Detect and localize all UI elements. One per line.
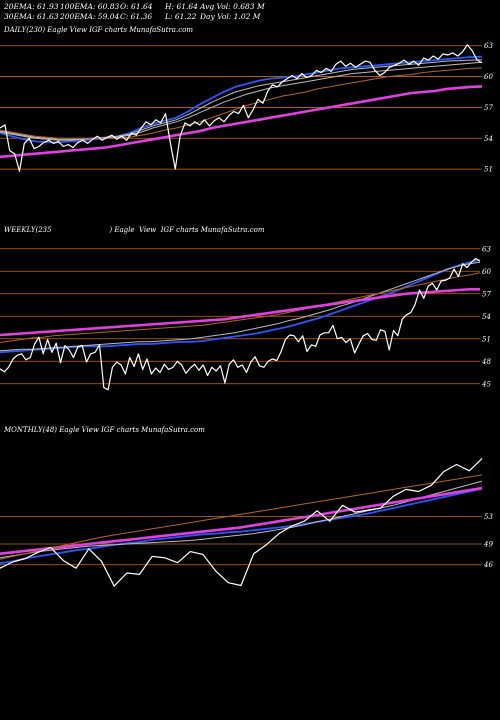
ema-line-gray [0, 480, 483, 559]
ema-line-gray [0, 261, 481, 352]
y-tick-label: 54 [484, 135, 493, 143]
header-open: O: 61.64 [120, 2, 153, 11]
y-tick-label: 60 [484, 73, 493, 81]
monthly-panel-label: MONTHLY(48) Eagle View IGF charts Munafa… [4, 426, 205, 434]
price-line [0, 458, 483, 587]
y-tick-label: 63 [482, 245, 491, 253]
y-tick-label: 49 [483, 541, 493, 549]
ema-line-brown [0, 67, 483, 139]
daily-panel-label: DAILY(230) Eagle View IGF charts MunafaS… [4, 26, 193, 34]
ema-line-blue [0, 487, 483, 565]
header-close: C: 61.36 [120, 12, 153, 21]
weekly-panel: 63 60 57 54 51 48 45 [0, 245, 491, 391]
header-day-vol: Day Vol: 1.02 M [200, 12, 261, 21]
ema-line-magenta [0, 486, 483, 555]
y-tick-label: 53 [484, 513, 493, 521]
y-tick-label: 45 [481, 380, 491, 388]
monthly-panel: 53 49 46 [0, 458, 493, 587]
header-high: H: 61.64 [165, 2, 198, 11]
y-tick-label: 63 [484, 42, 493, 50]
y-tick-label: 57 [482, 290, 491, 298]
ema-line-brown [0, 474, 483, 560]
y-tick-label: 57 [484, 104, 493, 112]
header-low: L: 61.22 [165, 12, 197, 21]
header-ema100: 100EMA: 60.83 [60, 2, 120, 11]
y-tick-label: 60 [482, 268, 491, 276]
header-ema30: 30EMA: 61.63 [4, 12, 59, 21]
y-tick-label: 51 [482, 335, 491, 343]
price-line [0, 257, 481, 391]
ema-line-brown [0, 272, 481, 343]
price-line [0, 44, 483, 172]
y-tick-label: 54 [482, 313, 491, 321]
y-tick-label: 46 [483, 561, 493, 569]
y-tick-label: 48 [481, 358, 491, 366]
ema-line-gray [0, 59, 483, 141]
weekly-panel-label: WEEKLY(235 ) Eagle View IGF charts Munaf… [4, 226, 265, 234]
header-ema20: 20EMA: 61.93 [4, 2, 59, 11]
header-ema200: 200EMA: 59.04 [60, 12, 120, 21]
ema-line-gray [0, 61, 483, 140]
ema-line-magenta [0, 287, 480, 337]
y-tick-label: 51 [484, 166, 493, 174]
ema-line-magenta [0, 85, 483, 159]
ema-line-blue [0, 55, 483, 144]
header-avg-vol: Avg Vol: 0.683 M [200, 2, 265, 11]
daily-panel: 63 60 57 54 51 [0, 42, 493, 174]
